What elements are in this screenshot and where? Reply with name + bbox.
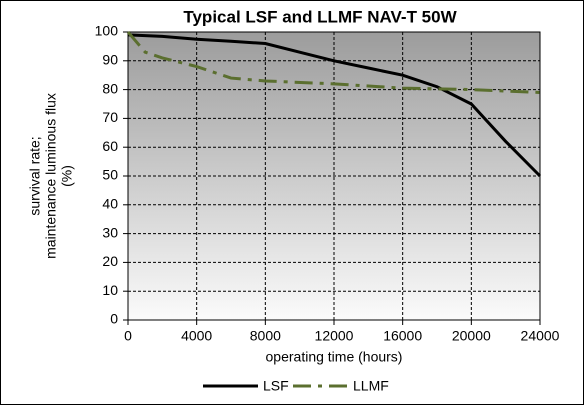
chart-title: Typical LSF and LLMF NAV-T 50W	[183, 7, 457, 26]
legend-label: LLMF	[353, 378, 389, 394]
y-axis-label: survival rate; maintenance luminous flux…	[27, 93, 75, 259]
y-tick-label: 90	[102, 52, 118, 68]
y-tick-label: 10	[102, 282, 118, 298]
y-tick-label: 50	[102, 167, 118, 183]
y-tick-label: 100	[95, 23, 119, 39]
line	[127, 33, 542, 178]
y-tick-label: 60	[102, 138, 118, 154]
y-axis-label-line: (%)	[59, 165, 75, 187]
y-tick-label: 70	[102, 109, 118, 125]
x-tick-label: 0	[124, 328, 132, 344]
y-axis-label-line: maintenance luminous flux	[43, 93, 59, 259]
x-axis-label: operating time (hours)	[266, 349, 403, 365]
y-tick-label: 20	[102, 253, 118, 269]
legend-label: LSF	[263, 378, 289, 394]
y-tick-label: 40	[102, 196, 118, 212]
line	[126, 31, 541, 94]
x-tick-label: 8000	[250, 328, 281, 344]
y-axis-label-line: survival rate;	[27, 136, 43, 215]
x-tick-label: 24000	[521, 328, 560, 344]
y-tick-label: 80	[102, 80, 118, 96]
y-tick-label: 0	[110, 311, 118, 327]
x-tick-label: 20000	[452, 328, 491, 344]
x-tick-label: 12000	[315, 328, 354, 344]
x-tick-label: 4000	[181, 328, 212, 344]
x-tick-label: 16000	[383, 328, 422, 344]
y-tick-label: 30	[102, 224, 118, 240]
